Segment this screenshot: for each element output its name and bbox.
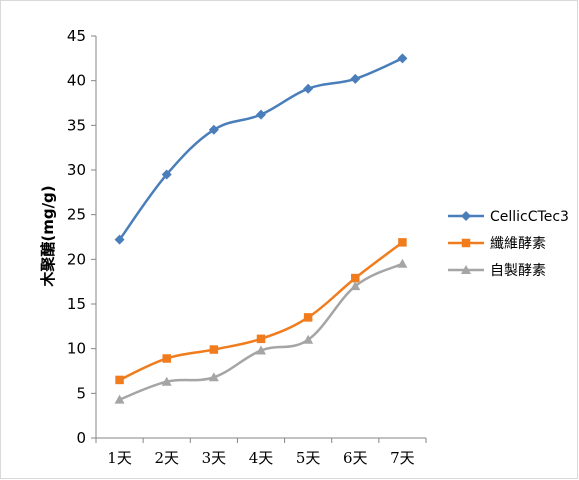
data-point (303, 313, 313, 322)
x-tick-label: 3天 (202, 449, 227, 467)
data-point (397, 53, 408, 64)
series-line (119, 241, 404, 382)
y-tick-label: 35 (67, 116, 86, 134)
data-point (115, 375, 124, 385)
legend-marker (461, 211, 471, 221)
data-point (351, 273, 360, 283)
y-tick-label: 20 (67, 250, 86, 268)
data-point (209, 345, 219, 354)
legend-item: 自製酵素 (448, 263, 546, 279)
y-tick-label: 15 (67, 295, 86, 313)
y-tick-label: 40 (67, 72, 86, 90)
y-tick-label: 25 (67, 206, 86, 224)
y-tick-label: 5 (76, 384, 86, 402)
series-line (118, 57, 403, 241)
series-group (114, 53, 408, 404)
legend-marker (461, 265, 471, 274)
y-tick-label: 30 (67, 161, 86, 179)
data-point (397, 258, 408, 268)
y-tick-label: 0 (76, 429, 86, 447)
x-tick-label: 1天 (107, 449, 132, 467)
data-point (303, 334, 314, 344)
legend-label: CellicCTec3 (490, 209, 569, 225)
series-2 (115, 238, 407, 385)
series-line (119, 262, 403, 401)
x-tick-label: 2天 (154, 449, 179, 467)
data-point (350, 73, 361, 84)
data-point (256, 334, 266, 344)
axes (91, 35, 427, 443)
data-point (161, 169, 172, 180)
data-point (162, 354, 171, 363)
data-point (398, 238, 407, 247)
x-tick-label: 4天 (249, 449, 274, 467)
data-point (256, 109, 266, 120)
legend-marker (461, 238, 471, 248)
y-axis-label: 木聚醣(mg/g) (39, 185, 57, 287)
x-tick-label: 7天 (390, 449, 415, 467)
legend-item: 纖維酵素 (448, 236, 546, 252)
x-tick-labels: 1天 2天 3天 4天 5天 6天 7天 (107, 449, 414, 467)
data-point (256, 345, 266, 355)
data-point (161, 376, 172, 386)
y-tick-label: 45 (67, 27, 86, 45)
x-tick-label: 6天 (343, 449, 368, 467)
x-tick-label: 5天 (296, 449, 321, 467)
legend-label: 纖維酵素 (490, 236, 546, 252)
data-point (114, 394, 125, 404)
y-tick-label: 10 (67, 340, 86, 358)
legend-item: CellicCTec3 (448, 209, 569, 225)
data-point (114, 234, 125, 245)
data-point (208, 372, 219, 382)
series-3 (114, 258, 408, 404)
data-point (350, 281, 361, 291)
data-point (303, 83, 314, 94)
legend-label: 自製酵素 (490, 263, 546, 279)
data-point (208, 124, 219, 135)
series-1 (114, 53, 408, 245)
y-tick-labels: 0 5 10 15 20 25 30 35 40 45 (67, 27, 86, 447)
